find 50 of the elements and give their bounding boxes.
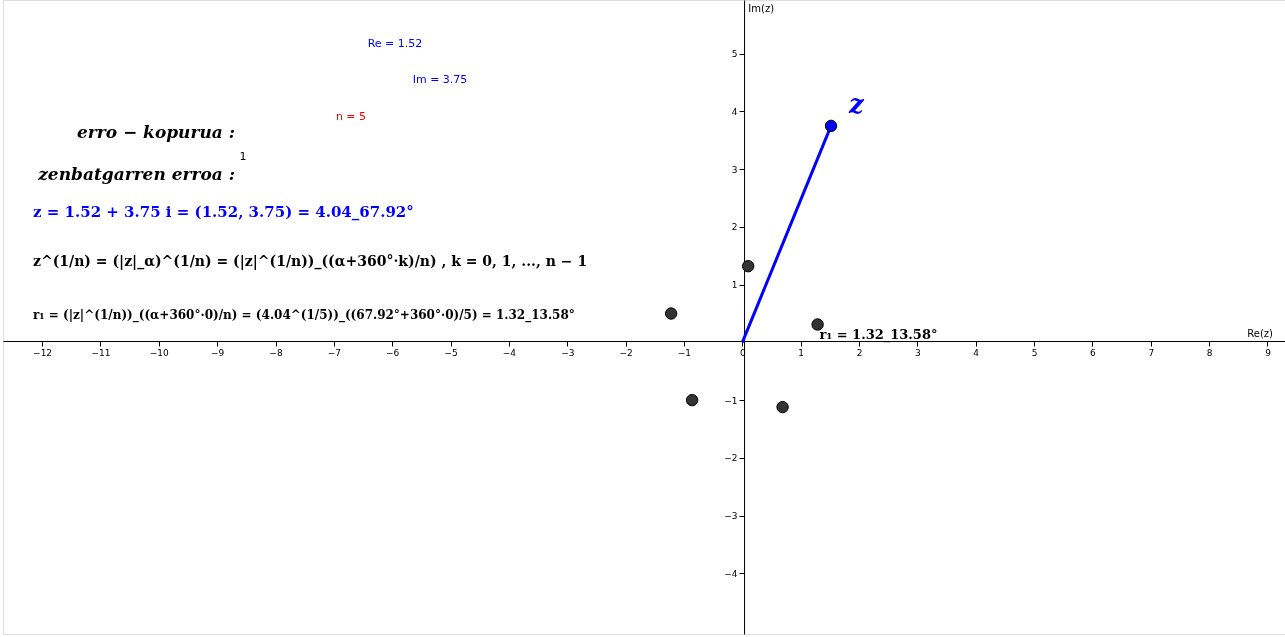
x-tick-label: −8 bbox=[269, 347, 283, 358]
x-tick-label: 2 bbox=[856, 347, 863, 358]
annotation: erro − kopurua : bbox=[76, 122, 235, 142]
point bbox=[811, 318, 824, 331]
annotation: r₁ = (|z|^(1/n))_((α+360°·0)/n) = (4.04^(1/5))_((67.92°+360°·0)/5) = 1.32_13.58° bbox=[33, 308, 575, 323]
annotation: Re = 1.52 bbox=[367, 37, 423, 50]
x-tick-label: −3 bbox=[561, 347, 575, 358]
y-tick-label: 5 bbox=[731, 49, 738, 60]
x-tick-label: −2 bbox=[619, 347, 633, 358]
x-tick-label: 8 bbox=[1206, 347, 1213, 358]
point bbox=[741, 260, 755, 273]
point bbox=[824, 119, 838, 133]
x-tick-label: 0 bbox=[739, 347, 746, 358]
annotation: z^(1/n) = (|z|_α)^(1/n) = (|z|^(1/n))_((α+360°·k)/n) , k = 0, 1, ..., n − 1 bbox=[33, 253, 588, 270]
x-tick-label: −4 bbox=[502, 347, 517, 358]
y-tick-label: 1 bbox=[731, 280, 738, 291]
point bbox=[664, 307, 678, 320]
x-tick-label: −7 bbox=[327, 347, 341, 358]
annotation: Im = 3.75 bbox=[412, 73, 468, 86]
x-tick-label: −12 bbox=[33, 347, 53, 358]
x-tick-label: 7 bbox=[1148, 347, 1155, 358]
point bbox=[685, 393, 699, 407]
annotation: r₁ = 1.32_13.58° bbox=[819, 326, 938, 343]
x-tick-label: 3 bbox=[915, 347, 921, 358]
y-tick-label: 2 bbox=[731, 222, 738, 233]
annotation: n = 5 bbox=[335, 110, 367, 123]
x-tick-label: −11 bbox=[91, 347, 111, 358]
annotation: z = 1.52 + 3.75 i = (1.52, 3.75) = 4.04_67.92° bbox=[33, 203, 414, 221]
y-tick-label: −4 bbox=[724, 568, 738, 579]
y-tick-label: −3 bbox=[724, 511, 738, 522]
x-tick-label: 5 bbox=[1031, 347, 1038, 358]
y-tick-label: 4 bbox=[731, 106, 738, 117]
x-tick-label: −5 bbox=[444, 347, 458, 358]
y-tick-label: −2 bbox=[724, 453, 738, 464]
y-axis-title: Im(z) bbox=[748, 3, 775, 14]
x-tick-label: 4 bbox=[973, 347, 980, 358]
x-axis-title: Re(z) bbox=[1247, 328, 1274, 340]
y-tick-label: −1 bbox=[724, 395, 738, 406]
annotation: 1 bbox=[239, 150, 247, 163]
annotation: z bbox=[848, 88, 866, 119]
x-tick-label: 9 bbox=[1265, 347, 1272, 358]
x-tick-label: 1 bbox=[798, 347, 805, 358]
point bbox=[776, 400, 789, 414]
x-tick-label: −9 bbox=[211, 347, 225, 358]
x-tick-label: −6 bbox=[386, 347, 400, 358]
x-tick-label: −10 bbox=[149, 347, 170, 358]
x-tick-label: −1 bbox=[677, 347, 692, 358]
annotation: zenbatgarren erroa : bbox=[37, 164, 235, 184]
y-tick-label: 3 bbox=[731, 164, 738, 175]
x-tick-label: 6 bbox=[1090, 347, 1097, 358]
